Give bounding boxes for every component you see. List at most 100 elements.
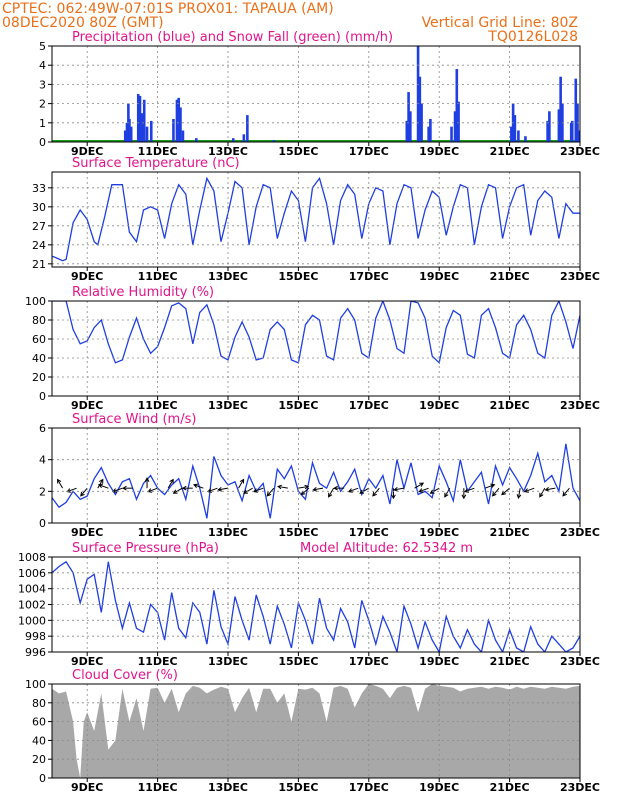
precip-bar — [177, 97, 181, 142]
wind-arrow — [444, 487, 451, 498]
x-tick-label: 9DEC — [71, 655, 103, 668]
wind-arrow — [207, 487, 218, 493]
precip-bar — [570, 120, 574, 142]
y-tick-label: 998 — [25, 630, 46, 643]
x-tick-label: 17DEC — [349, 399, 389, 412]
y-tick-label: 1002 — [18, 599, 46, 612]
wind-arrow-head — [444, 492, 449, 498]
wind-line — [52, 443, 580, 519]
precip-bar — [195, 138, 198, 142]
y-tick-label: 1 — [39, 117, 46, 130]
wind-arrow — [484, 484, 495, 489]
wind-arrow-head — [144, 477, 150, 482]
y-tick-label: 80 — [32, 314, 46, 327]
wind-arrow — [414, 482, 424, 489]
y-tick-label: 20 — [32, 753, 46, 766]
precip-bar — [123, 130, 127, 142]
precip-bar — [416, 46, 420, 142]
wind-arrow-head — [97, 483, 103, 489]
wind-arrow-head — [539, 492, 544, 498]
wind-arrow — [348, 487, 359, 493]
y-tick-label: 0 — [39, 390, 46, 403]
wind-arrow-head — [243, 489, 249, 494]
wind-arrow — [464, 487, 475, 493]
temp-frame — [51, 171, 581, 268]
precip-bar — [546, 120, 549, 142]
precip-bar — [242, 134, 246, 142]
x-tick-label: 21DEC — [490, 145, 530, 158]
x-tick-label: 11DEC — [138, 526, 178, 539]
y-tick-label: 21 — [32, 258, 46, 271]
cloud-frame — [51, 683, 581, 779]
precip-bar — [559, 76, 562, 142]
wind-arrow — [243, 487, 253, 494]
rh-series — [52, 301, 580, 365]
x-tick-label: 9DEC — [71, 399, 103, 412]
pressure-series — [52, 560, 580, 652]
y-tick-label: 2 — [39, 98, 46, 111]
y-tick-label: 40 — [32, 734, 46, 747]
temp-line — [52, 176, 580, 262]
wind-arrow — [328, 487, 335, 498]
x-tick-label: 11DEC — [138, 145, 178, 158]
wind-arrow-head — [57, 478, 62, 484]
x-tick-label: 21DEC — [490, 526, 530, 539]
wind-title: Surface Wind (m/s) — [72, 412, 196, 427]
precip-bar — [409, 111, 412, 142]
x-tick-label: 13DEC — [208, 781, 248, 794]
y-tick-label: 100 — [25, 678, 46, 691]
y-tick-label: 5 — [39, 40, 46, 53]
y-tick-label: 2 — [39, 485, 46, 498]
y-tick-label: 1006 — [18, 567, 46, 580]
precip-bar — [231, 138, 235, 142]
precip-bar — [179, 107, 182, 142]
wind-arrow — [167, 479, 174, 489]
y-tick-label: 4 — [39, 59, 46, 72]
pressure-title: Surface Pressure (hPa) — [72, 541, 219, 556]
pressure-panel: 996 998 1000 1002 1004 1006 1008 9DEC 11DEC 13DEC… — [18, 551, 600, 668]
wind-arrow-head — [172, 489, 178, 494]
precip-bar — [272, 140, 276, 142]
x-tick-label: 15DEC — [278, 655, 318, 668]
x-tick-label: 23DEC — [560, 399, 600, 412]
y-tick-label: 30 — [32, 201, 46, 214]
precip-bar — [513, 115, 517, 142]
header-code: TQ0126L028 — [487, 29, 578, 45]
temp-panel: 21 24 27 30 33 9DEC 11DEC 13DEC 15DEC 17DEC 19DEC 2… — [32, 171, 600, 283]
precip-bar — [420, 103, 423, 142]
x-tick-label: 9DEC — [71, 270, 103, 283]
wind-arrow — [98, 484, 109, 489]
wind-arrow-head — [393, 487, 399, 492]
wind-arrow — [372, 487, 380, 497]
rh-line — [52, 301, 580, 365]
x-tick-label: 13DEC — [208, 399, 248, 412]
wind-arrow-head — [461, 494, 467, 500]
wind-arrow-head — [333, 485, 338, 491]
wind-arrow-head — [99, 478, 104, 484]
wind-arrow — [266, 487, 275, 497]
x-tick-label: 23DEC — [560, 655, 600, 668]
precip-bar — [181, 130, 185, 142]
wind-arrow — [394, 487, 405, 491]
cloud-panel: 0 20 40 60 80 100 9DEC 11DEC 13DEC 15DEC 17DEC 19DE… — [25, 678, 600, 794]
precip-series — [52, 46, 580, 142]
rh-title: Relative Humidity (%) — [72, 285, 214, 300]
x-tick-label: 23DEC — [560, 270, 600, 283]
precip-bar — [145, 126, 149, 142]
wind-arrow — [501, 487, 510, 495]
x-tick-label: 17DEC — [349, 270, 389, 283]
wind-series — [52, 443, 580, 519]
precip-bar — [128, 118, 131, 142]
x-tick-label: 13DEC — [208, 270, 248, 283]
x-tick-label: 15DEC — [278, 526, 318, 539]
precip-bar — [246, 115, 249, 142]
precip-bar — [142, 99, 146, 142]
x-tick-label: 11DEC — [138, 655, 178, 668]
wind-arrow-head — [429, 489, 435, 494]
y-tick-label: 0 — [39, 772, 46, 785]
pressure-frame — [51, 556, 581, 653]
cloud-series — [52, 684, 580, 778]
wind-arrow-head — [239, 478, 245, 484]
y-tick-label: 80 — [32, 697, 46, 710]
x-tick-label: 19DEC — [419, 781, 459, 794]
